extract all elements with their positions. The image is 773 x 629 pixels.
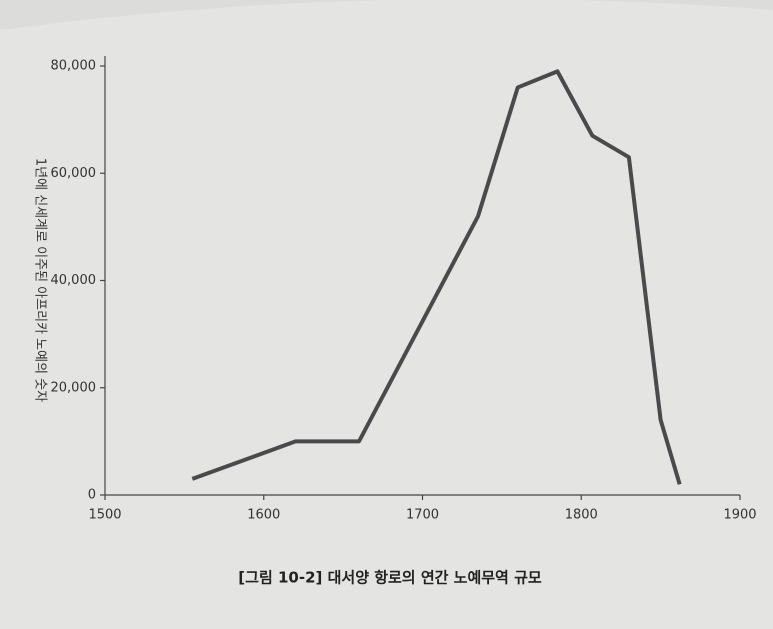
chart-title: [그림 10-2] 대서양 항로의 연간 노예무역 규모: [238, 569, 542, 587]
x-tick-label: 1800: [565, 508, 598, 523]
y-tick-label: 40,000: [51, 273, 97, 288]
y-axis-label: 1년에 신세계로 이주된 아프리카 노예의 숫자: [33, 158, 48, 402]
x-tick-label: 1600: [247, 508, 280, 523]
y-tick-label: 20,000: [51, 380, 97, 395]
y-tick-label: 0: [88, 488, 96, 503]
x-tick-label: 1500: [88, 508, 121, 523]
data-line: [191, 69, 682, 485]
x-tick-label: 1700: [406, 508, 439, 523]
x-tick-label: 1900: [723, 508, 756, 523]
y-tick-label: 60,000: [51, 166, 97, 181]
y-tick-label: 80,000: [51, 59, 97, 74]
